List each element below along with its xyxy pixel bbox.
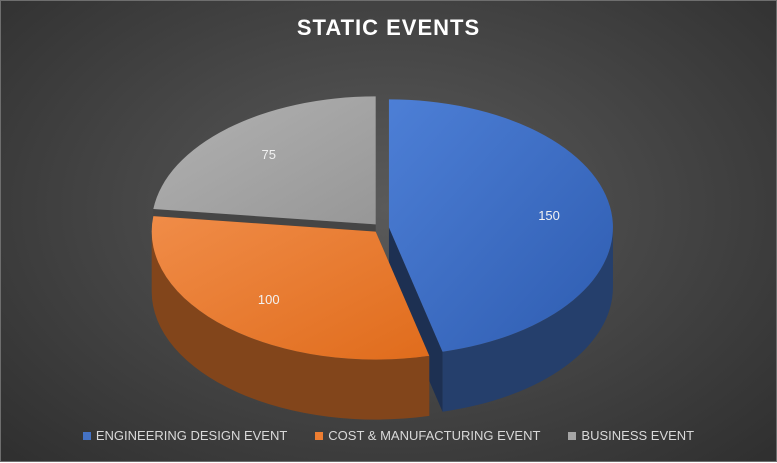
chart-legend: ENGINEERING DESIGN EVENT COST & MANUFACT… <box>1 428 776 443</box>
legend-swatch <box>82 431 91 440</box>
slice-side-cost-manufacturing-event <box>151 231 430 420</box>
data-label: 75 <box>262 147 276 162</box>
slice-engineering-design-event <box>388 99 613 352</box>
legend-label: COST & MANUFACTURING EVENT <box>328 428 541 443</box>
chart-title: STATIC EVENTS <box>296 15 481 40</box>
legend-label: BUSINESS EVENT <box>581 428 695 443</box>
slice-business-event <box>153 96 376 225</box>
legend-label: ENGINEERING DESIGN EVENT <box>95 428 288 443</box>
slice-cost-manufacturing-event <box>151 216 430 360</box>
data-label: 100 <box>258 292 280 307</box>
slice-side-engineering-design-event <box>442 227 613 412</box>
legend-swatch <box>315 431 324 440</box>
data-label: 150 <box>538 208 560 223</box>
legend-swatch <box>568 431 577 440</box>
legend-item-cost-manufacturing-event: COST & MANUFACTURING EVENT <box>315 428 540 443</box>
legend-item-business-event: BUSINESS EVENT <box>568 428 694 443</box>
legend-item-engineering-design-event: ENGINEERING DESIGN EVENT <box>82 428 288 443</box>
